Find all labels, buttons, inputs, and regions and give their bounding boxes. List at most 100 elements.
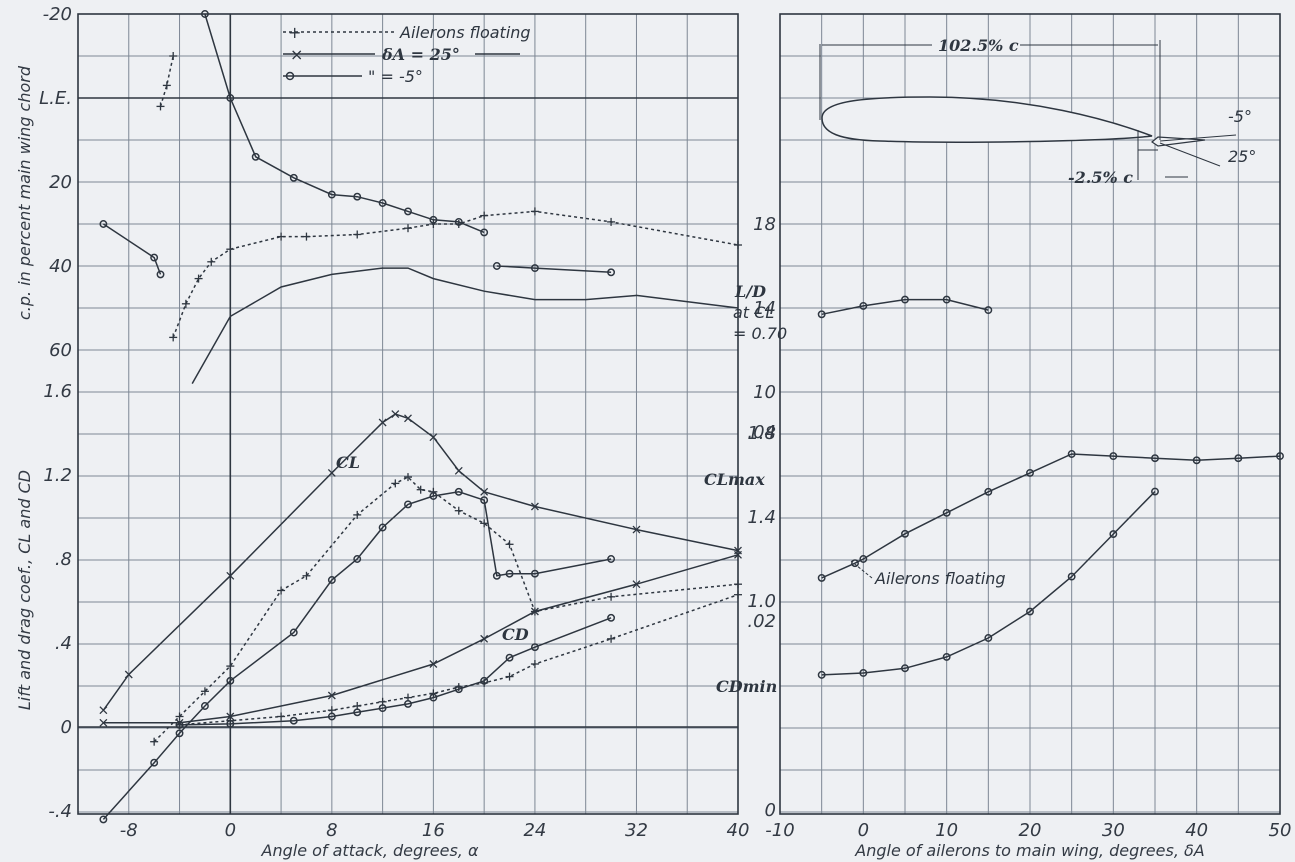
series-cl-da-25-point [480,487,489,496]
series-cl-da-m5-point [607,555,616,563]
left-coef-tick: .4 [55,633,72,654]
left-chart-tick-labels: -8 0 8 16 24 32 40 -20 L.E. 20 40 60 1.6 1.2 .8 .4 0 -.4 [39,4,749,841]
series-cl-floating-point [454,506,463,515]
series-cl-da-m5-point [353,555,362,563]
series-cl-da-m5-point [327,576,336,584]
series-cp-da-m5-point [353,192,362,201]
left-x-label: Angle of attack, degrees, α [261,841,479,860]
series-cp-da-m5-stalled-point [492,262,501,270]
left-coef-tick: .8 [55,549,72,570]
series-cl-floating-point [353,510,362,519]
series-cp-floating-point [353,230,362,239]
cd-annotation: CD [502,625,529,644]
series-cp-da-m5-stalled-point [607,268,616,277]
series-cl-da-25-point [454,466,463,475]
left-cp-tick: 20 [49,172,72,193]
series-clmax-point [942,508,951,517]
series-cl-da-25-point [429,433,438,442]
ailerons-floating-annotation: Ailerons floating [874,569,1006,588]
series-cd-da-25-point [429,660,438,668]
clmax-label: CLmax [704,470,765,489]
right-chart-grid [779,13,1281,814]
left-x-tick: 8 [326,820,337,841]
right-cdmin-tick: .04 [747,422,776,443]
legend-label-floating: Ailerons floating [399,23,531,42]
series-cd-floating-point [734,590,742,599]
series-cd-floating-line [179,593,739,726]
series-cp-da-m5-point [200,10,209,18]
series-cl-da-m5-line [102,491,612,820]
series-cd-da-25-point [632,580,641,589]
series-cp-da-m5-negative-point [99,220,108,228]
series-cd-floating-point [277,712,286,721]
series-clmax-point [1192,456,1201,465]
series-clmax-point [901,529,909,538]
series-cl-floating-point [607,592,616,601]
series-cp-floating-point [226,245,235,254]
series-cd-da-25-point [734,550,742,559]
series-cl-floating-line [153,476,739,743]
series-cl-da-25-point [124,670,133,679]
series-cdmin-point [1067,572,1076,581]
series-cd-da-m5-point [327,712,336,721]
aileron-profile [1150,136,1206,147]
left-x-tick: 16 [422,820,445,841]
series-cdmin-point [1026,607,1034,616]
series-cl-floating-point [226,662,235,671]
cl-annotation: CL [336,453,360,472]
left-chart-frame [77,13,739,815]
series-clmax-point [1151,454,1159,463]
series-cd-da-m5-point [607,613,616,622]
series-cl-da-m5-point [404,500,412,509]
left-legend: + Ailerons floating × δA = 25° " = -5° [283,23,531,86]
series-cl-floating-point [429,487,438,496]
series-l-d-at-cl-0-70-point [901,295,909,304]
series-cl-floating-point [150,737,159,746]
series-cl-da-m5-point [492,571,501,580]
series-cd-floating-point [607,634,616,643]
series-cd-da-m5-point [429,693,438,702]
series-cl-floating-point [416,485,425,494]
series-cp-floating-point [277,232,286,241]
right-chart-frame [779,13,1281,815]
series-cd-da-25-point [226,712,235,721]
left-coef-tick: 0 [61,717,72,738]
series-cp-da-m5-negative-line [102,223,162,275]
series-cl-da-m5-point [530,569,539,578]
right-clmax-tick: 1.8 [747,423,776,444]
series-cp-floating-point [194,274,203,283]
series-clmax-point [1109,452,1118,461]
series-cl-floating-point [505,540,514,549]
series-cp-floating-point [480,211,489,220]
series-cl-da-m5-point [378,523,387,532]
right-ld-tick: 10 [753,382,776,403]
series-cd-da-m5-point [378,704,387,713]
right-x-tick: 10 [935,820,958,841]
series-l-d-at-cl-0-70-point [942,295,951,304]
series-cdmin-point [1109,530,1118,539]
series-cdmin-point [984,634,993,642]
series-cl-da-m5-point [289,628,298,637]
series-cl-da-m5-point [429,492,438,500]
series-cl-da-m5-point [505,569,514,578]
right-x-label: Angle of ailerons to main wing, degrees,… [854,841,1204,860]
series-cl-floating-point [277,586,286,595]
right-x-tick: 40 [1185,820,1208,841]
left-coef-tick: 1.6 [43,381,72,402]
series-cp-da-m5-negative-point [150,253,159,262]
right-ld-tick: 18 [753,214,776,235]
series-cl-da-25-point [632,525,641,534]
series-cl-da-m5-point [150,758,159,767]
series-clmax-point [1276,452,1284,461]
series-cp-da-m5-point [251,152,260,161]
series-cp-floating-point [302,232,311,241]
series-cp-floating-line [172,210,739,338]
series-cl-da-25-point [99,706,108,715]
series-l-d-at-cl-0-70-point [859,301,868,310]
series-cd-da-m5-point [353,708,362,717]
series-cl-da-m5-point [99,815,108,824]
series-cp-floating-point [607,217,616,226]
left-x-tick: 24 [523,820,546,841]
